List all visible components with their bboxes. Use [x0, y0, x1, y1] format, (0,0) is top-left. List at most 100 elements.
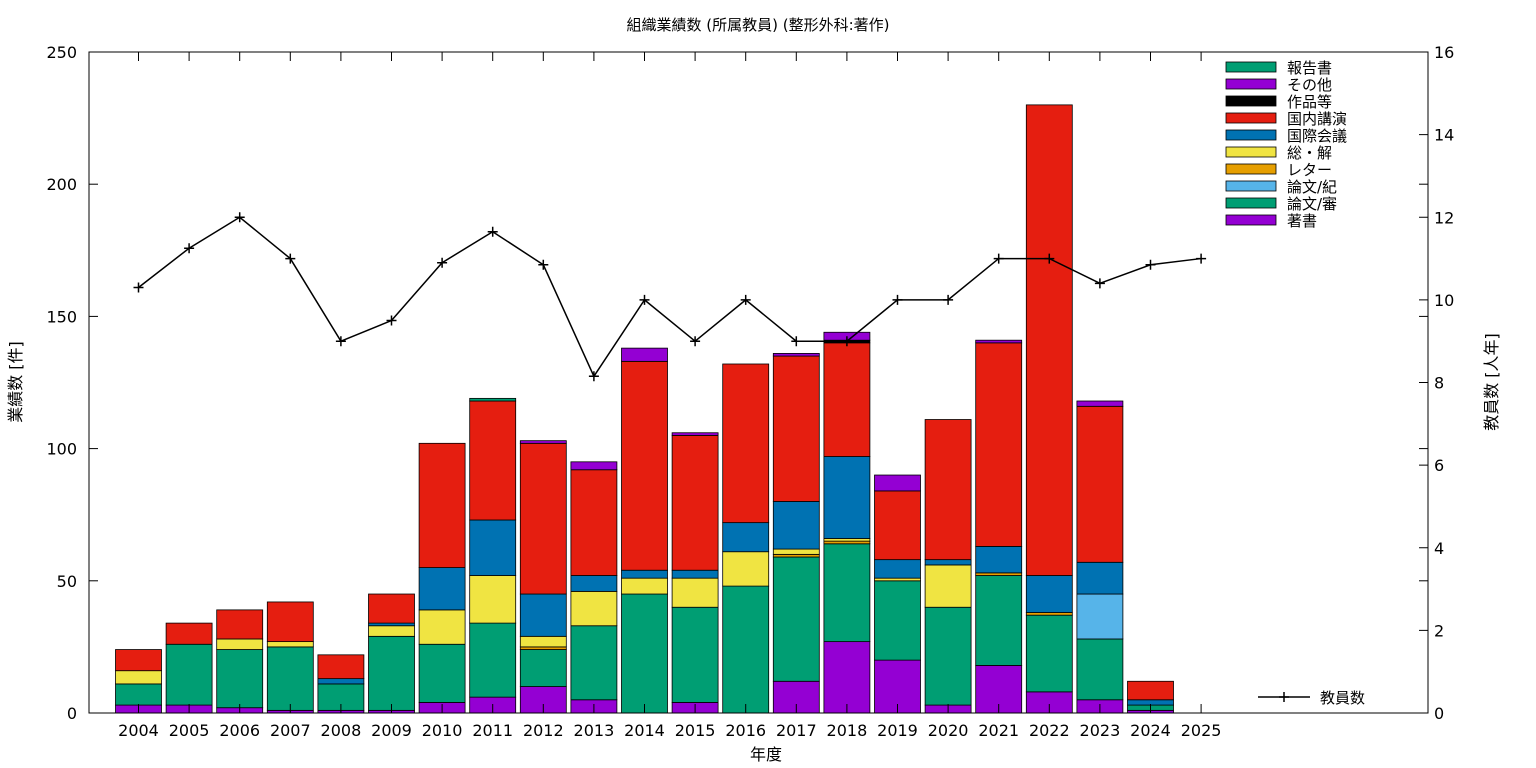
line-point — [487, 226, 498, 237]
bar-segment — [519, 593, 567, 637]
bar-segment — [570, 590, 618, 627]
bar-segment — [368, 625, 415, 637]
line-point — [791, 336, 802, 347]
line-point — [437, 257, 448, 268]
bar-segment — [216, 649, 264, 709]
line-point — [740, 294, 751, 305]
bar-segment — [1076, 638, 1124, 701]
x-tick-label: 2020 — [928, 721, 969, 740]
bar-segment — [621, 577, 668, 595]
y2-axis-label: 教員数 [人年] — [1482, 333, 1501, 431]
x-tick-label: 2014 — [624, 721, 665, 740]
legend-swatch — [1225, 112, 1277, 124]
y-tick-label: 0 — [67, 704, 77, 723]
y2-tick-label: 16 — [1434, 43, 1454, 62]
bar-segment — [772, 548, 820, 555]
line-point — [133, 282, 144, 293]
x-tick-label: 2015 — [675, 721, 716, 740]
legend-swatch — [1225, 129, 1277, 141]
x-tick-label: 2016 — [725, 721, 766, 740]
bar-segment — [975, 575, 1023, 666]
bar-segment — [621, 347, 668, 362]
line-point — [285, 253, 296, 264]
bar-segment — [115, 683, 162, 706]
bar-segment — [418, 609, 466, 645]
y2-tick-label: 10 — [1434, 291, 1454, 310]
line-point — [841, 336, 852, 347]
bar-segment — [772, 353, 820, 357]
y2-tick-label: 6 — [1434, 456, 1444, 475]
bar-segment — [975, 546, 1023, 574]
bar-segment — [924, 564, 972, 608]
legend-label: 論文/紀 — [1287, 178, 1337, 196]
bar-segment — [570, 469, 618, 576]
bar-segment — [1127, 680, 1174, 701]
x-tick-label: 2007 — [270, 721, 311, 740]
bar-segment — [772, 501, 820, 550]
bar-segment — [975, 339, 1023, 344]
bar-segment — [823, 543, 871, 643]
bar-segment — [216, 638, 264, 650]
legend-swatch — [1225, 163, 1277, 175]
bar-segment — [317, 678, 365, 685]
x-tick-label: 2022 — [1029, 721, 1070, 740]
y-axis-right: 0 2 4 6 8 10 12 14 16 — [1419, 43, 1454, 723]
legend-label: 作品等 — [1287, 93, 1332, 111]
bar-segment — [722, 551, 770, 587]
y2-tick-label: 0 — [1434, 704, 1444, 723]
legend-label: レター — [1287, 161, 1332, 179]
bar-segment — [1076, 405, 1124, 563]
bar-segment — [469, 397, 517, 402]
bar-segment — [165, 643, 213, 706]
y2-tick-label: 12 — [1434, 208, 1454, 227]
line-point — [1044, 253, 1055, 264]
line-point — [538, 259, 549, 270]
legend-swatch — [1225, 197, 1277, 209]
chart-title: 組織業績数 (所属教員) (整形外科:著作) — [627, 16, 890, 34]
line-staff-count — [138, 216, 1202, 378]
line-point — [184, 243, 195, 254]
line-point — [993, 253, 1004, 264]
x-tick-label: 2012 — [523, 721, 564, 740]
bar-segment — [1025, 104, 1073, 576]
x-tick-label: 2004 — [118, 721, 159, 740]
bar-segment — [823, 641, 871, 714]
bar-segment — [924, 606, 972, 706]
bar-segment — [266, 641, 314, 648]
bar-segment — [266, 601, 314, 643]
bar-segment — [165, 622, 213, 645]
legend-swatch — [1225, 78, 1277, 90]
legend-swatch — [1225, 61, 1277, 73]
bar-segment — [115, 670, 162, 685]
bar-segment — [519, 649, 567, 687]
x-tick-label: 2006 — [219, 721, 260, 740]
line-point — [892, 294, 903, 305]
y-tick-label: 150 — [46, 307, 77, 326]
bar-segment — [570, 461, 618, 471]
x-tick-label: 2010 — [422, 721, 463, 740]
bar-segment — [722, 522, 770, 553]
bar-segment — [975, 342, 1023, 547]
bar-segment — [368, 593, 415, 624]
x-axis: 2004 2005 2006 2007 2008 2009 2010 2011 2012 2013… — [118, 52, 1221, 740]
legend-swatch — [1225, 146, 1277, 158]
bar-segment — [874, 490, 921, 561]
bar-segment — [317, 654, 365, 680]
bar-segment — [469, 622, 517, 698]
line-point — [639, 294, 650, 305]
x-tick-label: 2019 — [877, 721, 918, 740]
y-tick-label: 50 — [57, 572, 77, 591]
line-point — [234, 212, 245, 223]
bar-segment — [874, 474, 921, 492]
y2-tick-label: 14 — [1434, 126, 1454, 145]
bar-segment — [469, 519, 517, 576]
x-tick-label: 2017 — [776, 721, 817, 740]
bar-segment — [722, 363, 770, 524]
legend-label: 報告書 — [1287, 59, 1332, 77]
bar-segment — [115, 649, 162, 672]
bar-segment — [570, 625, 618, 701]
bar-segment — [671, 606, 719, 703]
bar-segment — [671, 432, 719, 436]
bar-segment — [418, 643, 466, 703]
